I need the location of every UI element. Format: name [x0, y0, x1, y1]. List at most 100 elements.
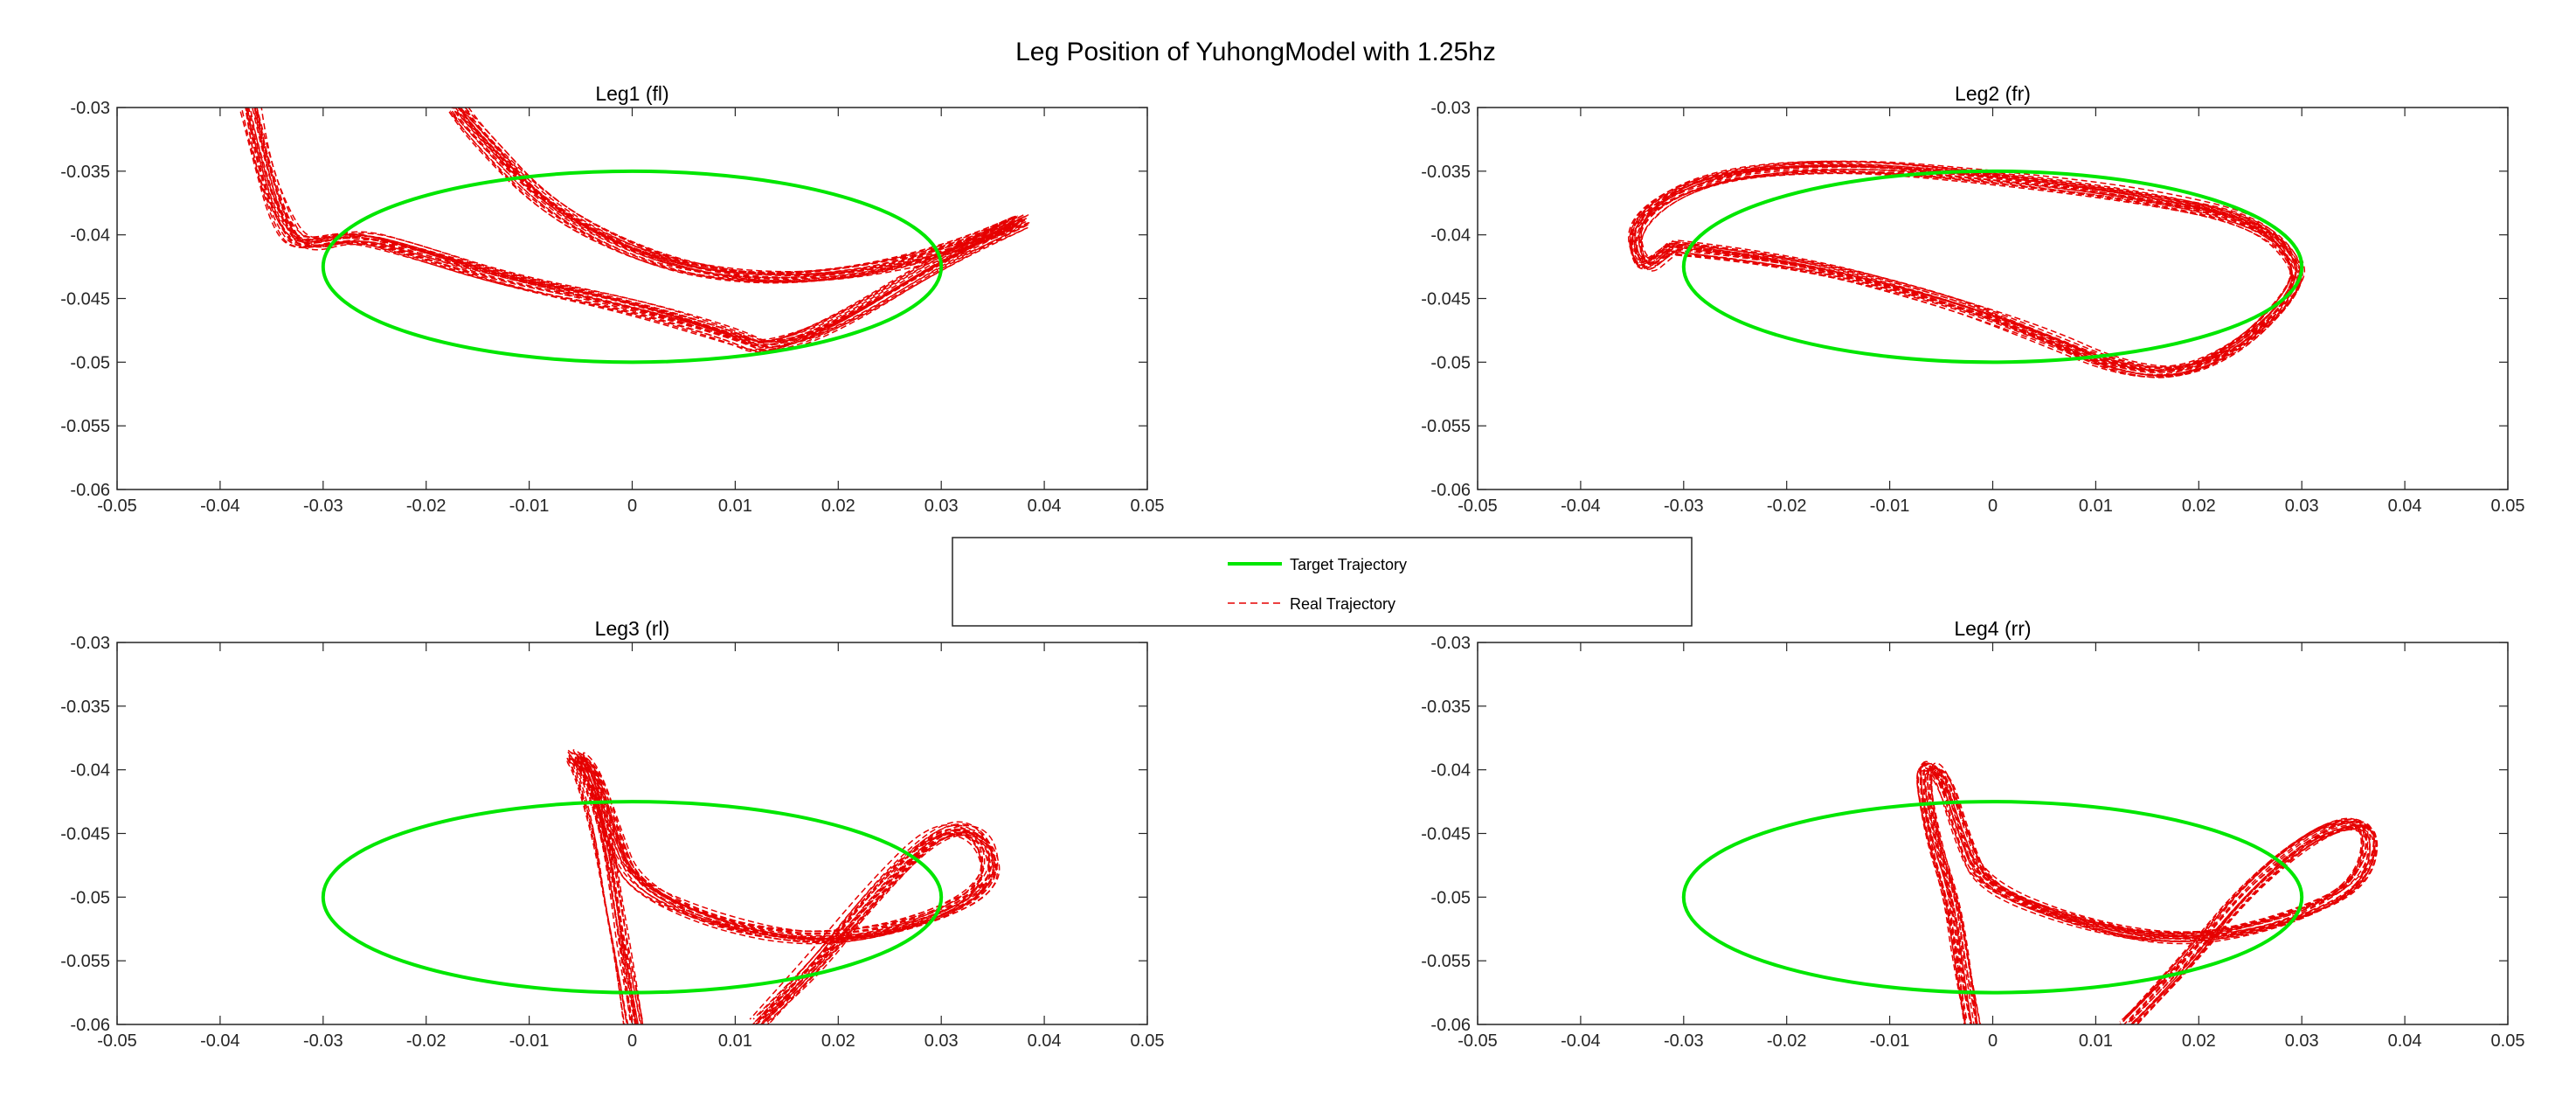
y-tick-label: -0.03	[70, 634, 110, 653]
real-trajectory-line	[1640, 168, 2302, 377]
x-tick-label: 0.04	[1028, 1031, 1062, 1051]
y-tick-label: -0.055	[60, 952, 110, 971]
target-trajectory-line	[1681, 169, 2304, 365]
real-trajectory-line	[241, 110, 1014, 353]
y-tick-label: -0.04	[70, 226, 110, 246]
y-tick-label: -0.04	[1430, 761, 1471, 781]
real-trajectory-line	[1927, 767, 2376, 1024]
x-tick-label: 0.01	[718, 1031, 752, 1051]
real-trajectory-line	[1638, 164, 2302, 371]
y-tick-label: -0.04	[70, 761, 110, 781]
real-trajectory-line	[246, 108, 1018, 343]
x-tick-label: -0.05	[97, 496, 137, 516]
x-tick-label: -0.01	[509, 496, 550, 516]
real-trajectory-line	[581, 758, 997, 1024]
real-trajectory-line	[256, 110, 1028, 348]
target-trajectory-line	[321, 800, 944, 995]
real-trajectory-line	[1630, 163, 2292, 371]
x-tick-label: -0.04	[1561, 496, 1601, 516]
subplot-leg2: Leg2 (fr) -0.05 -0.04 -0.03 -0.02 -0.01 0 0.01 0…	[1421, 82, 2524, 516]
y-tick-label: -0.035	[1421, 698, 1471, 717]
y-tick-label: -0.04	[1430, 226, 1471, 246]
x-tick-label: 0.02	[2182, 1031, 2216, 1051]
x-tick-label: -0.03	[1664, 1031, 1704, 1051]
real-trajectory-line	[1927, 765, 2375, 1024]
x-tick-label: -0.01	[1870, 496, 1910, 516]
x-tick-label: -0.03	[303, 496, 343, 516]
real-trajectory-line	[568, 757, 983, 1024]
real-trajectory-line	[566, 760, 983, 1024]
x-tick-label: -0.05	[1458, 1031, 1498, 1051]
target-trajectory-line	[321, 169, 944, 365]
axes-title: Leg4 (rr)	[1954, 617, 2031, 640]
x-tick-label: -0.04	[1561, 1031, 1601, 1051]
real-trajectory-line	[1638, 165, 2303, 371]
real-trajectory-line	[574, 759, 989, 1024]
real-trajectory-line	[576, 756, 991, 1024]
real-trajectory-line	[1629, 168, 2293, 376]
x-tick-label: -0.02	[406, 1031, 447, 1051]
x-tick-label: -0.02	[1767, 1031, 1807, 1051]
real-trajectory-line	[1930, 762, 2375, 1023]
x-tick-label: -0.03	[303, 1031, 343, 1051]
axes-box	[116, 642, 1148, 1025]
x-tick-label: -0.04	[200, 496, 240, 516]
x-tick-label: -0.02	[1767, 496, 1807, 516]
y-tick-label: -0.055	[60, 417, 110, 436]
real-trajectory-line	[1917, 770, 2365, 1024]
real-trajectory-line	[255, 108, 1026, 342]
legend: Target Trajectory Real Trajectory	[952, 537, 1693, 627]
x-tick-label: 0	[1988, 1031, 1998, 1051]
subplot-leg1: Leg1 (fl) -0.05 -0.04 -0.03 -0.02 -0.01 0 0.01 0…	[60, 82, 1164, 516]
figure-title: Leg Position of YuhongModel with 1.25hz	[1015, 38, 1496, 66]
x-tick-label: -0.03	[1664, 496, 1704, 516]
real-trajectory-line	[574, 758, 994, 1024]
y-tick-label: -0.035	[60, 698, 110, 717]
x-tick-label: 0	[627, 1031, 637, 1051]
x-tick-label: 0	[1988, 496, 1998, 516]
x-tick-label: 0.03	[924, 496, 959, 516]
x-tick-label: 0.03	[924, 1031, 959, 1051]
x-tick-label: 0.04	[2388, 1031, 2422, 1051]
x-tick-label: -0.04	[200, 1031, 240, 1051]
y-tick-label: -0.03	[70, 99, 110, 118]
y-tick-label: -0.05	[70, 888, 110, 907]
real-trajectory-line	[246, 108, 1015, 347]
legend-target-label: Target Trajectory	[1290, 556, 1407, 573]
x-tick-label: -0.05	[97, 1031, 137, 1051]
real-trajectory-line	[255, 110, 1030, 348]
y-tick-label: -0.035	[1421, 163, 1471, 182]
x-tick-label: 0.05	[1131, 496, 1165, 516]
real-trajectory-line	[1631, 170, 2294, 378]
real-trajectory-series	[1916, 760, 2379, 1024]
x-tick-label: -0.01	[1870, 1031, 1910, 1051]
x-tick-label: 0.04	[1028, 496, 1062, 516]
real-trajectory-line	[1916, 765, 2364, 1023]
real-trajectory-line	[1930, 767, 2379, 1024]
x-tick-label: -0.02	[406, 496, 447, 516]
y-tick-label: -0.05	[1430, 353, 1471, 372]
real-trajectory-line	[566, 756, 984, 1024]
legend-box	[952, 537, 1693, 627]
real-trajectory-line	[569, 751, 986, 1024]
axes-title: Leg1 (fl)	[595, 82, 668, 105]
x-tick-label: 0.02	[821, 496, 855, 516]
real-trajectory-line	[252, 108, 1026, 344]
x-tick-label: 0	[627, 496, 637, 516]
y-tick-label: -0.05	[70, 353, 110, 372]
y-tick-label: -0.055	[1421, 417, 1471, 436]
subplot-leg3: Leg3 (rl) -0.05 -0.04 -0.03 -0.02 -0.01 0 0.01 0…	[60, 617, 1164, 1051]
axes-box	[1477, 107, 2509, 490]
real-trajectory-line	[575, 752, 991, 1024]
x-tick-label: 0.01	[2079, 496, 2113, 516]
y-tick-label: -0.06	[70, 481, 110, 500]
x-tick-label: -0.05	[1458, 496, 1498, 516]
y-tick-label: -0.03	[1430, 634, 1471, 653]
x-tick-label: 0.03	[2285, 1031, 2319, 1051]
y-tick-label: -0.05	[1430, 888, 1471, 907]
subplot-leg4: Leg4 (rr) -0.05 -0.04 -0.03 -0.02 -0.01 0 0.01 0…	[1421, 617, 2524, 1051]
real-trajectory-line	[1638, 169, 2301, 373]
real-trajectory-line	[1920, 763, 2367, 1022]
real-trajectory-line	[1925, 769, 2375, 1024]
y-tick-label: -0.045	[60, 290, 110, 309]
